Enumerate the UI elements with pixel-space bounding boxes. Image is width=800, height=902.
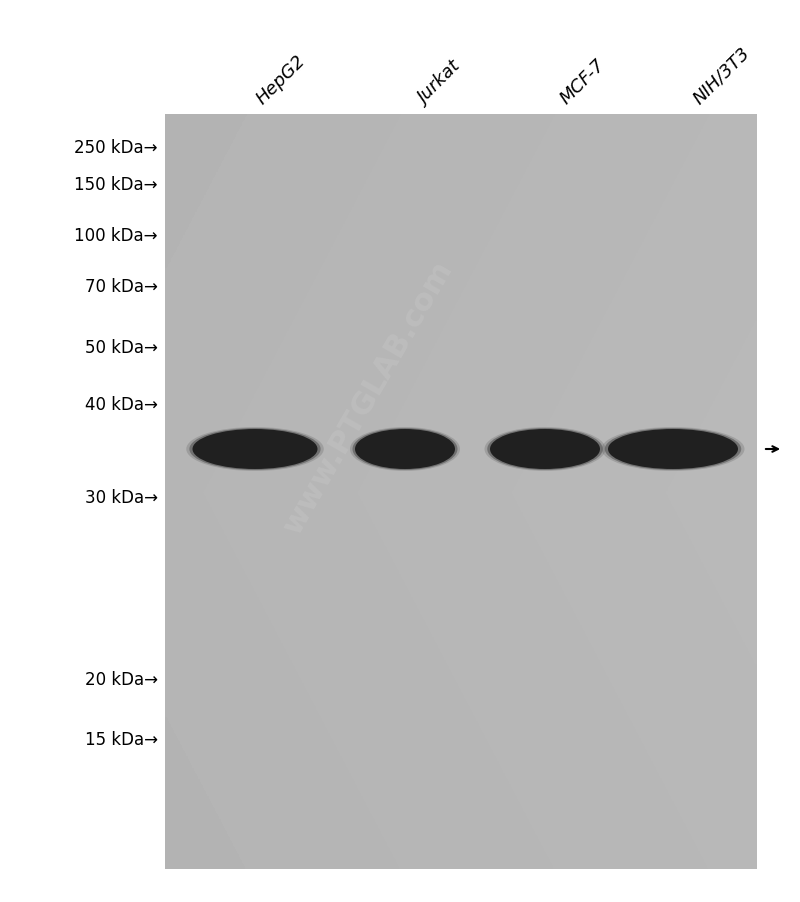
Ellipse shape (490, 429, 600, 469)
Ellipse shape (353, 428, 458, 471)
Ellipse shape (602, 428, 745, 472)
Ellipse shape (193, 429, 318, 469)
Ellipse shape (487, 428, 602, 471)
Text: 50 kDa→: 50 kDa→ (85, 338, 158, 356)
Ellipse shape (190, 428, 321, 471)
Text: HepG2: HepG2 (253, 51, 310, 108)
Ellipse shape (485, 428, 606, 472)
Text: 250 kDa→: 250 kDa→ (74, 139, 158, 157)
Text: 150 kDa→: 150 kDa→ (74, 176, 158, 194)
Text: 100 kDa→: 100 kDa→ (74, 226, 158, 244)
Ellipse shape (605, 428, 742, 471)
Ellipse shape (350, 428, 460, 472)
Ellipse shape (355, 429, 455, 469)
Text: 30 kDa→: 30 kDa→ (85, 489, 158, 506)
Text: NIH/3T3: NIH/3T3 (690, 44, 754, 108)
Text: 20 kDa→: 20 kDa→ (85, 670, 158, 688)
Ellipse shape (186, 428, 324, 472)
Text: MCF-7: MCF-7 (557, 56, 609, 108)
Text: 40 kDa→: 40 kDa→ (85, 396, 158, 413)
Text: www.PTGLAB.com: www.PTGLAB.com (278, 255, 458, 538)
Text: 15 kDa→: 15 kDa→ (85, 731, 158, 748)
Ellipse shape (608, 429, 738, 469)
Text: Jurkat: Jurkat (415, 58, 465, 108)
Text: 70 kDa→: 70 kDa→ (85, 278, 158, 296)
